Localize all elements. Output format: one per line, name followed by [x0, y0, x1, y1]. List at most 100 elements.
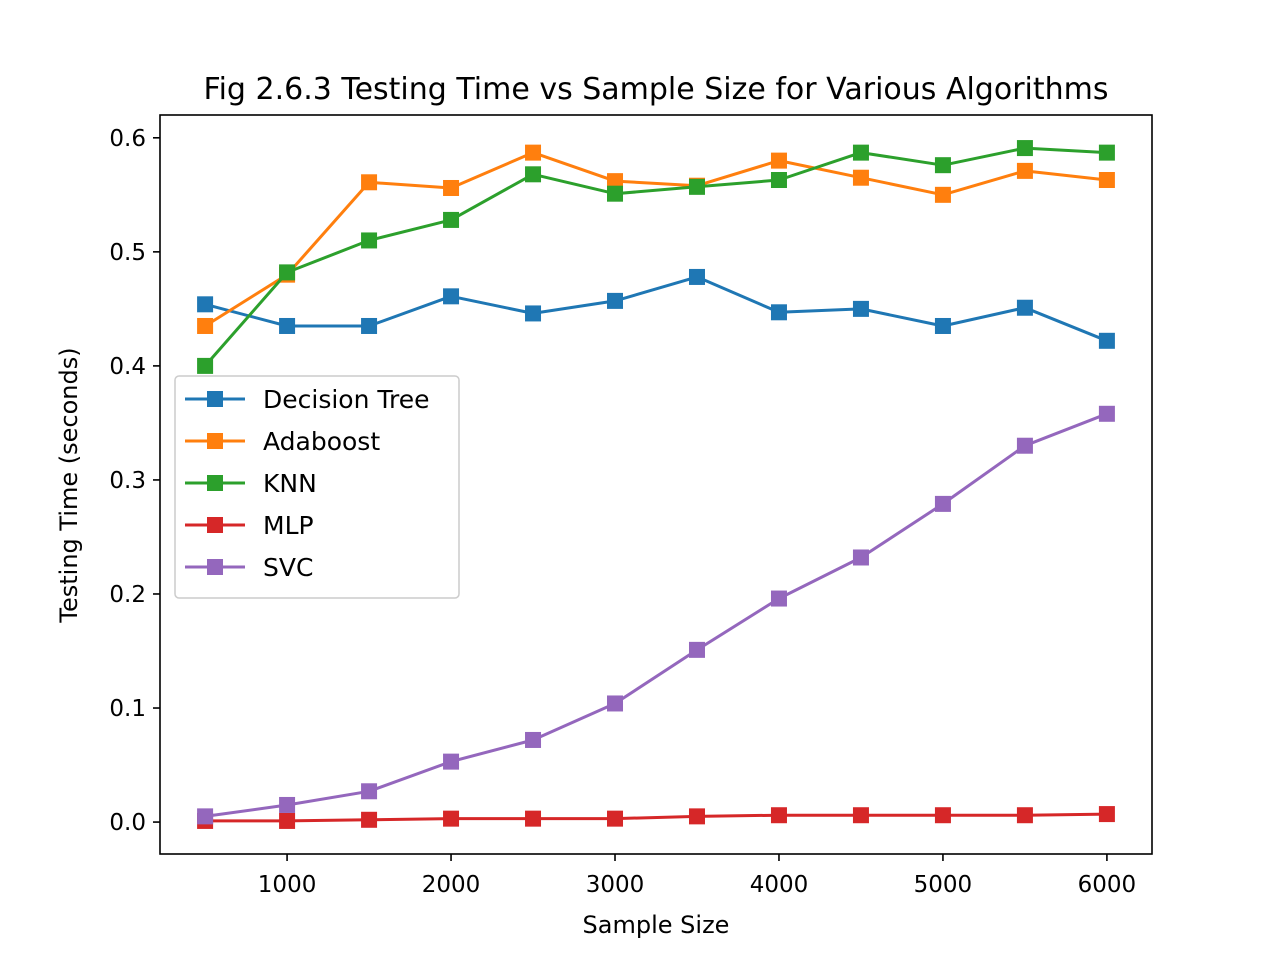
data-point: [361, 174, 378, 191]
data-point: [1016, 437, 1033, 454]
data-point: [361, 783, 378, 800]
data-point: [1098, 332, 1115, 349]
data-point: [852, 807, 869, 824]
series-adaboost: [197, 144, 1115, 334]
legend-label: MLP: [263, 511, 314, 540]
plot-frame: [159, 114, 1153, 855]
data-point: [688, 641, 705, 658]
x-tick-label: 4000: [750, 872, 809, 898]
legend-label: Decision Tree: [263, 385, 429, 414]
data-point: [934, 495, 951, 512]
data-point: [279, 812, 296, 829]
data-point: [197, 357, 214, 374]
x-axis-label: Sample Size: [583, 911, 730, 939]
legend-item: KNN: [185, 469, 317, 498]
series-line: [203, 146, 1107, 367]
y-tick-label: 0.4: [109, 354, 146, 380]
data-point: [197, 317, 214, 334]
legend: Decision Tree Adaboost KNN MLP SVC: [174, 375, 460, 599]
data-point: [1098, 172, 1115, 189]
data-point: [279, 796, 296, 813]
data-point: [1098, 144, 1115, 161]
y-tick-label: 0.3: [109, 468, 146, 494]
data-point: [607, 810, 624, 827]
x-tick-label: 2000: [422, 872, 481, 898]
data-point: [197, 296, 214, 313]
data-point: [1016, 807, 1033, 824]
data-point: [361, 317, 378, 334]
data-point: [443, 810, 460, 827]
y-tick-label: 0.1: [109, 696, 146, 722]
data-point: [525, 731, 542, 748]
legend-item: SVC: [185, 553, 313, 582]
data-point: [934, 186, 951, 203]
data-point: [852, 300, 869, 317]
y-tick-label: 0.0: [109, 810, 146, 836]
data-point: [770, 172, 787, 189]
series-line: [205, 812, 1107, 823]
series-mlp: [197, 806, 1115, 829]
series-decision-tree: [197, 268, 1115, 349]
legend-box: [174, 375, 460, 599]
data-point: [934, 157, 951, 174]
data-point: [525, 305, 542, 322]
data-point: [361, 811, 378, 828]
x-tick-label: 6000: [1078, 872, 1137, 898]
data-point: [607, 173, 624, 190]
data-point: [443, 179, 460, 196]
data-point: [443, 753, 460, 770]
series-line: [204, 151, 1108, 328]
legend-label: KNN: [263, 469, 317, 498]
series-line: [204, 412, 1108, 818]
legend-label: SVC: [263, 553, 313, 582]
x-tick-label: 1000: [258, 872, 317, 898]
data-point: [688, 808, 705, 825]
y-axis-label: Testing Time (seconds): [55, 347, 83, 623]
legend-marker: [207, 433, 223, 449]
y-tick-label: 0.5: [109, 240, 146, 266]
data-point: [443, 288, 460, 305]
legend-marker: [207, 475, 223, 491]
chart-title: Fig 2.6.3 Testing Time vs Sample Size fo…: [204, 72, 1109, 107]
data-point: [1016, 140, 1033, 157]
data-point: [279, 264, 296, 281]
data-point: [852, 144, 869, 161]
x-tick-label: 5000: [914, 872, 973, 898]
data-point: [1016, 299, 1033, 316]
data-point: [852, 549, 869, 566]
series-line: [204, 275, 1108, 343]
series-svc: [197, 405, 1115, 825]
y-tick-label: 0.2: [109, 582, 146, 608]
legend-item: Decision Tree: [185, 385, 429, 414]
data-point: [525, 144, 542, 161]
data-point: [688, 178, 705, 195]
data-point: [770, 152, 787, 169]
series-knn: [197, 140, 1115, 374]
data-point: [525, 166, 542, 183]
x-tick-label: 3000: [586, 872, 645, 898]
data-point: [770, 807, 787, 824]
data-point: [770, 590, 787, 607]
data-point: [1098, 405, 1115, 422]
data-point: [607, 185, 624, 202]
data-point: [1098, 806, 1115, 823]
legend-marker: [207, 517, 223, 533]
data-point: [197, 808, 214, 825]
legend-label: Adaboost: [263, 427, 380, 456]
data-point: [688, 268, 705, 285]
data-point: [607, 695, 624, 712]
data-point: [607, 292, 624, 309]
legend-item: Adaboost: [185, 427, 380, 456]
data-point: [525, 810, 542, 827]
y-tick-label: 0.6: [109, 126, 146, 152]
legend-marker: [207, 391, 223, 407]
legend-item: MLP: [185, 511, 314, 540]
data-point: [934, 317, 951, 334]
data-point: [1016, 162, 1033, 179]
data-point: [852, 169, 869, 186]
data-point: [770, 304, 787, 321]
data-point: [361, 232, 378, 249]
legend-marker: [207, 559, 223, 575]
plot-area: [197, 140, 1115, 829]
